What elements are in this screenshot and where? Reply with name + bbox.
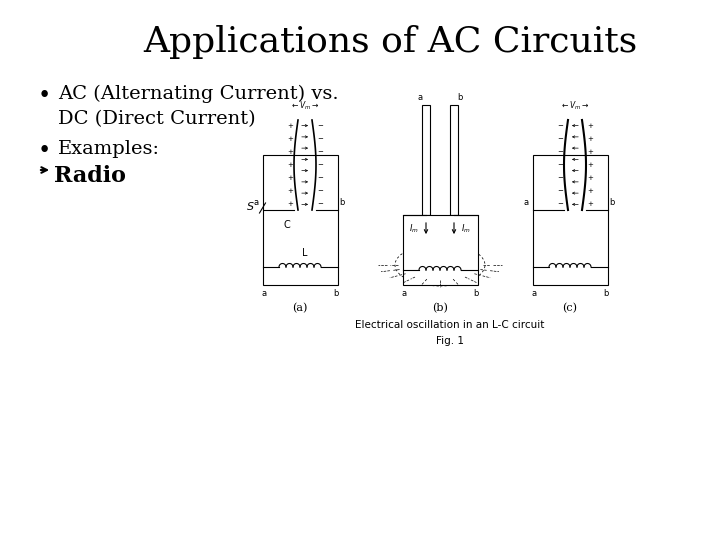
Text: −: −: [557, 162, 563, 168]
Text: a: a: [254, 198, 259, 207]
Text: S: S: [247, 202, 254, 212]
Text: a: a: [524, 198, 529, 207]
Bar: [402, 215, 477, 285]
Text: b: b: [339, 198, 344, 207]
Text: +: +: [587, 136, 593, 142]
Text: AC (Alternating Current) vs.: AC (Alternating Current) vs.: [58, 85, 338, 103]
Text: (b): (b): [432, 303, 448, 313]
Text: +: +: [287, 136, 293, 142]
Text: Applications of AC Circuits: Applications of AC Circuits: [143, 25, 637, 59]
Text: a: a: [402, 289, 407, 298]
Text: Electrical oscillation in an L-C circuit: Electrical oscillation in an L-C circuit: [355, 320, 545, 330]
Text: DC (Direct Current): DC (Direct Current): [58, 110, 256, 128]
Text: −: −: [317, 136, 323, 142]
Text: −: −: [317, 124, 323, 130]
Text: Examples:: Examples:: [58, 140, 160, 158]
Text: −: −: [317, 149, 323, 155]
Text: •: •: [38, 140, 51, 162]
Text: +: +: [287, 188, 293, 194]
Bar: [263, 155, 338, 285]
Text: $\leftarrow V_m \rightarrow$: $\leftarrow V_m \rightarrow$: [290, 99, 320, 112]
Text: −: −: [317, 175, 323, 181]
Text: −: −: [557, 149, 563, 155]
Text: Radio: Radio: [54, 165, 126, 187]
Text: −: −: [557, 188, 563, 194]
Text: a: a: [418, 93, 423, 102]
Text: b: b: [333, 289, 338, 298]
Text: +: +: [287, 162, 293, 168]
Text: −: −: [557, 175, 563, 181]
Text: C: C: [284, 220, 290, 230]
Text: +: +: [587, 124, 593, 130]
Text: a: a: [262, 289, 267, 298]
Bar: [422, 105, 430, 215]
Text: +: +: [587, 162, 593, 168]
Text: $\leftarrow V_m \rightarrow$: $\leftarrow V_m \rightarrow$: [560, 99, 590, 112]
Text: (a): (a): [292, 303, 307, 313]
Text: −: −: [317, 162, 323, 168]
Text: −: −: [557, 136, 563, 142]
Text: a: a: [532, 289, 537, 298]
Bar: [533, 155, 608, 285]
Text: −: −: [557, 200, 563, 207]
Text: b: b: [457, 93, 463, 102]
Text: +: +: [287, 200, 293, 207]
Text: b: b: [473, 289, 478, 298]
Text: +: +: [587, 149, 593, 155]
Text: +: +: [287, 149, 293, 155]
Text: −: −: [317, 200, 323, 207]
Text: +: +: [587, 175, 593, 181]
Text: •: •: [38, 85, 51, 107]
Text: −: −: [317, 188, 323, 194]
Text: b: b: [609, 198, 614, 207]
Text: b: b: [603, 289, 608, 298]
Bar: [450, 105, 458, 215]
Text: +: +: [587, 200, 593, 207]
Text: L: L: [302, 248, 307, 258]
Text: −: −: [557, 124, 563, 130]
Text: +: +: [287, 175, 293, 181]
Text: +: +: [287, 124, 293, 130]
Text: $I_m$: $I_m$: [409, 222, 419, 235]
Text: +: +: [587, 188, 593, 194]
Text: (c): (c): [562, 303, 577, 313]
Text: $I_m$: $I_m$: [461, 222, 471, 235]
Text: Fig. 1: Fig. 1: [436, 336, 464, 346]
